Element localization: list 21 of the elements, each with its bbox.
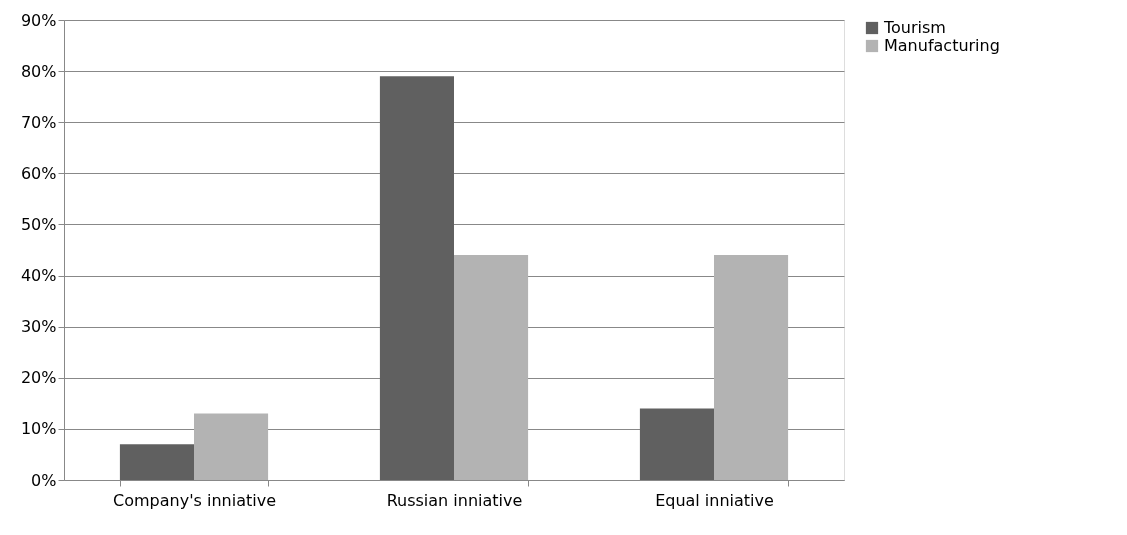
y-tick-label: 60%	[20, 163, 57, 183]
legend-label: Tourism	[883, 18, 946, 37]
bar	[119, 444, 194, 480]
y-tick-label: 70%	[20, 112, 57, 132]
y-tick-label: 80%	[20, 61, 57, 81]
x-tick-label: Equal inniative	[655, 490, 774, 510]
y-tick-label: 0%	[31, 470, 57, 490]
x-tick-label: Russian inniative	[386, 490, 523, 510]
y-tick-label: 90%	[20, 10, 57, 30]
bar	[714, 255, 789, 480]
y-tick-label: 30%	[20, 317, 57, 337]
x-tick-label: Company's inniative	[113, 490, 276, 510]
legend-label: Manufacturing	[884, 36, 1000, 55]
y-tick-label: 40%	[20, 266, 57, 286]
y-tick-label: 20%	[20, 368, 57, 388]
y-tick-label: 50%	[20, 214, 57, 234]
y-tick-label: 10%	[20, 419, 57, 439]
bar	[194, 413, 269, 480]
bar	[639, 408, 714, 480]
bar	[454, 255, 529, 480]
bar	[379, 76, 454, 480]
